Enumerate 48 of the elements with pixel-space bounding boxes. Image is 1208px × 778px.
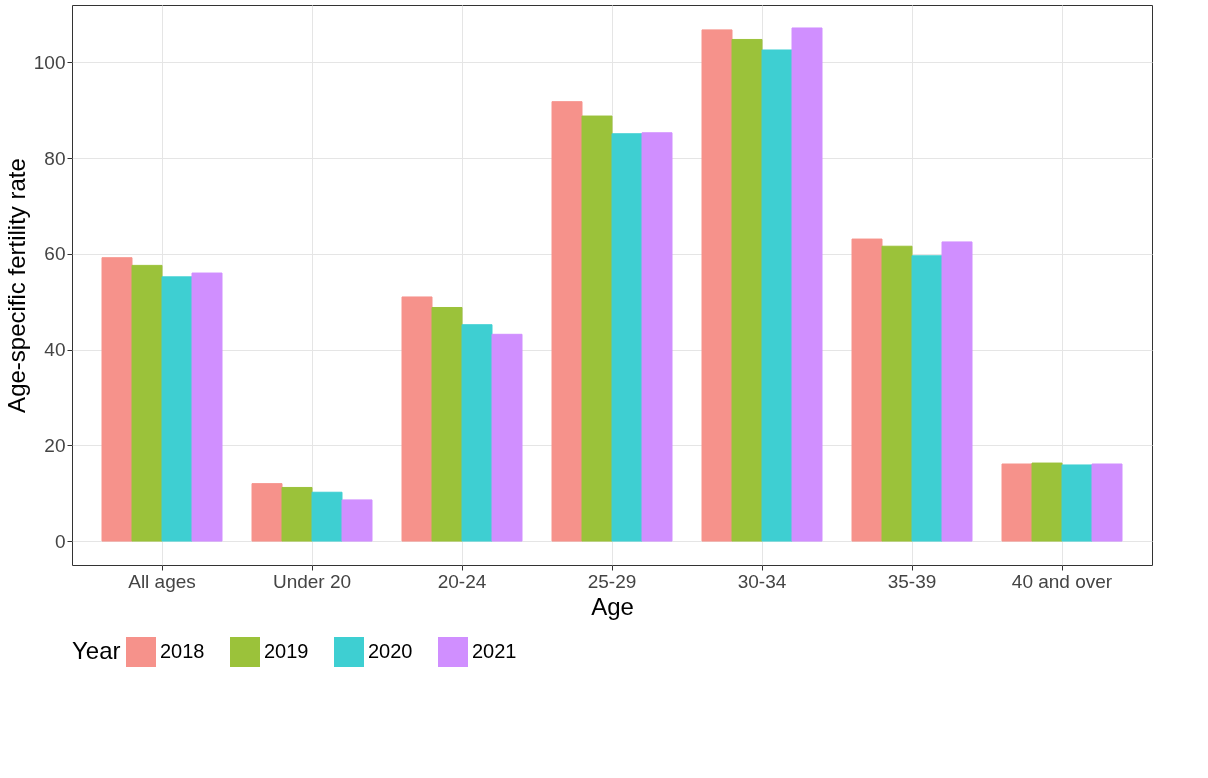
y-tick-label: 100 [33,51,66,73]
y-tick-label: 60 [44,243,66,265]
x-tick-label: 30-34 [737,570,787,592]
bar [581,115,613,542]
y-tick-label: 40 [44,339,66,361]
bar [881,245,913,542]
x-axis-title: Age [591,592,634,620]
bar [791,27,823,542]
bar [731,38,763,542]
x-tick-label: 20-24 [437,570,487,592]
bar [761,49,793,542]
bar [701,29,733,542]
legend-label: 2020 [368,640,413,662]
legend-title: Year [72,637,121,664]
bar [251,483,283,542]
x-tick-label: 35-39 [887,570,937,592]
bar [491,333,523,542]
bar [131,264,163,542]
y-tick-label: 0 [54,530,66,552]
x-tick-label: 25-29 [587,570,637,592]
bar [641,132,673,542]
bar [461,324,493,542]
y-tick-label: 80 [44,147,66,169]
bar [401,296,433,542]
bar [311,491,343,542]
y-tick-label: 20 [44,434,66,456]
bar [1001,463,1033,542]
bar [101,257,133,542]
y-axis-title: Age-specific fertility rate [2,158,30,413]
legend-label: 2021 [472,640,517,662]
bar [551,101,583,542]
bar [611,133,643,542]
bar [281,486,313,542]
x-tick-label: Under 20 [272,570,352,592]
bar [941,241,973,542]
bar [431,307,463,542]
bar [191,272,223,542]
bar [1031,462,1063,542]
bar [341,499,373,542]
bar [911,255,943,542]
legend-label: 2019 [264,640,309,662]
bar [161,276,193,542]
x-tick-label: All ages [128,570,196,592]
bar [1061,464,1093,542]
legend-label: 2018 [160,640,205,662]
bar [1091,463,1123,542]
x-tick-label: 40 and over [1011,570,1113,592]
bar [851,238,883,542]
